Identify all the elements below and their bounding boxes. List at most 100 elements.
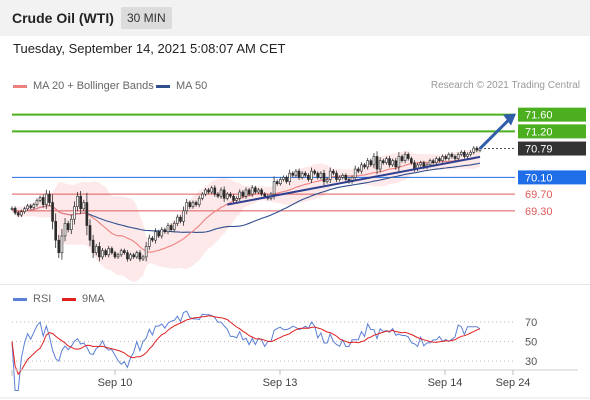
candle [82,199,86,212]
candle [29,203,33,210]
candle-body [285,177,288,182]
candle-body [291,172,295,176]
candle-body [297,170,301,178]
candle-body [204,189,207,195]
candle [16,210,20,218]
candle-body [341,175,345,178]
candle-body [176,216,179,224]
candle [463,150,466,159]
candle-body [29,205,33,208]
candle [41,194,45,208]
legend-rsi-label: RSI [33,293,52,305]
candle-body [391,160,394,166]
candle-body [344,175,348,180]
candle-body [163,229,167,233]
candle [332,169,335,176]
candle-body [185,202,189,212]
level-label-bg [518,107,586,122]
candle [403,151,407,164]
candle [444,154,447,161]
candle-body [406,154,410,159]
candle-body [151,237,154,241]
level-label-resistance: 71.20 [518,124,586,139]
candle-body [263,193,267,197]
candle [472,146,476,155]
candle [107,245,111,258]
candle [151,236,154,243]
candle-body [438,158,441,161]
candle [154,228,157,244]
candle [279,177,282,186]
candle-body [91,239,95,254]
candle [116,252,120,259]
level-label-text: 70.79 [525,144,553,156]
candle-body [123,250,126,254]
candle [388,155,391,168]
candle [13,206,17,215]
candle-body [397,156,401,168]
legend-rsi-ma-label: 9MA [82,293,105,305]
level-label-bg [518,124,586,139]
candle-body [419,162,423,166]
candle-body [191,202,195,207]
candle [169,223,173,232]
candle-body [10,208,14,210]
candle [225,192,229,201]
candle [431,158,435,165]
candle-body [300,172,304,178]
candle [322,169,326,186]
candle [229,192,232,199]
candle-body [216,193,220,197]
candle [325,177,329,184]
candle-body [141,256,145,260]
level-label-current: 70.79 [518,141,586,156]
candle [360,162,363,174]
candle-body [197,198,201,205]
legend-ma20: MA 20 + Bollinger Bands [13,80,154,92]
candle-body [241,191,245,197]
candle [54,213,57,249]
legend-ma50-label: MA 50 [176,80,208,92]
target-arrow-head [503,113,516,126]
candle-body [82,202,86,210]
level-label-bg [518,141,586,156]
level-label-text: 71.20 [525,126,553,138]
candle [101,247,104,260]
candle-body [113,252,117,258]
candle-body [319,172,323,178]
bollinger-band [12,146,480,283]
candle-body [85,202,89,226]
candle-body [332,170,335,174]
legend-ma50: MA 50 [156,80,207,92]
timeframe-badge[interactable]: 30 MIN [121,7,172,29]
candle [441,154,444,163]
candle [375,151,379,175]
candle [88,219,92,247]
rsi-tick-label: 30 [525,356,537,368]
candle-body [135,252,139,258]
candle [241,190,245,199]
candle-body [129,254,132,260]
candle [372,152,376,169]
candle [291,171,295,178]
candle [419,160,423,167]
candle [160,227,164,239]
candle-body [322,172,326,182]
candle-body [447,154,451,159]
candle-body [94,246,98,254]
candle-body [79,195,82,210]
candle [126,250,129,262]
candle [85,192,89,236]
candle [98,242,101,262]
candle [369,158,373,167]
candle-body [294,170,298,176]
candle-body [126,252,129,260]
rsi-ma-swatch [62,297,76,301]
candle [316,171,320,180]
level-label-text: 71.60 [525,110,553,122]
level-label-support: 69.30 [525,206,553,218]
ma20-swatch [13,84,27,88]
candle-body [229,193,232,197]
candle [32,202,36,210]
